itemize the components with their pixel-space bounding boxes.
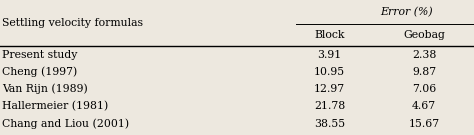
Text: Geobag: Geobag (403, 30, 445, 40)
Text: 21.78: 21.78 (314, 101, 345, 111)
Text: Error (%): Error (%) (380, 7, 433, 17)
Text: Block: Block (314, 30, 345, 40)
Text: Present study: Present study (2, 50, 78, 60)
Text: Chang and Liou (2001): Chang and Liou (2001) (2, 118, 129, 129)
Text: 4.67: 4.67 (412, 101, 436, 111)
Text: Hallermeier (1981): Hallermeier (1981) (2, 101, 109, 112)
Text: 2.38: 2.38 (412, 50, 437, 60)
Text: 12.97: 12.97 (314, 84, 345, 94)
Text: 3.91: 3.91 (317, 50, 342, 60)
Text: 9.87: 9.87 (412, 67, 436, 77)
Text: 10.95: 10.95 (314, 67, 345, 77)
Text: 7.06: 7.06 (412, 84, 437, 94)
Text: Cheng (1997): Cheng (1997) (2, 67, 78, 77)
Text: 15.67: 15.67 (409, 119, 440, 129)
Text: Settling velocity formulas: Settling velocity formulas (2, 18, 143, 28)
Text: Van Rijn (1989): Van Rijn (1989) (2, 84, 88, 94)
Text: 38.55: 38.55 (314, 119, 345, 129)
